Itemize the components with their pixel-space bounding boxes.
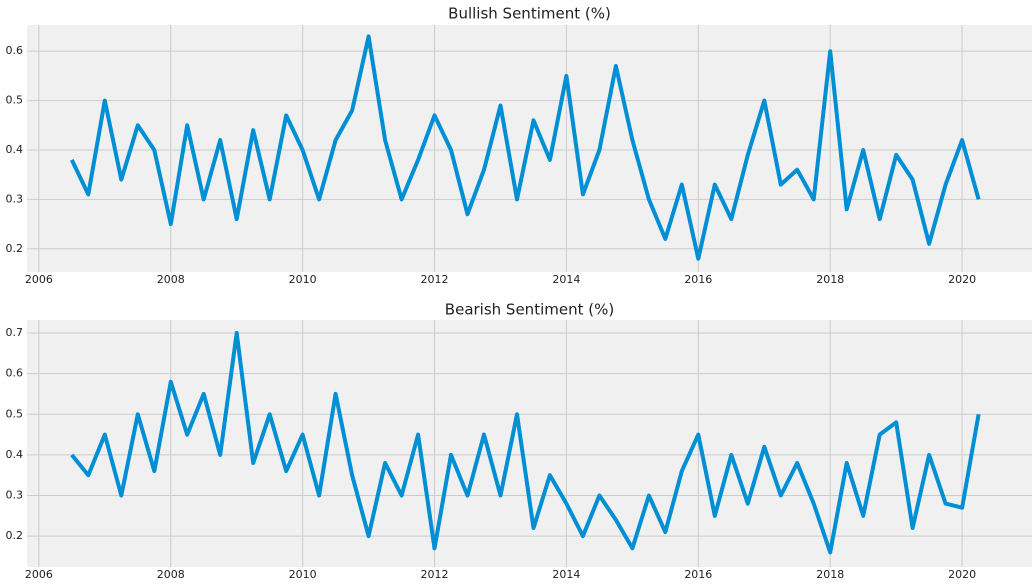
- x-tick-label: 2008: [157, 273, 185, 286]
- y-tick-label: 0.7: [6, 326, 24, 339]
- y-tick-label: 0.5: [6, 407, 24, 420]
- y-tick-label: 0.3: [6, 489, 24, 502]
- x-tick-label: 2020: [948, 273, 976, 286]
- chart-title: Bearish Sentiment (%): [445, 301, 614, 319]
- y-tick-label: 0.3: [6, 192, 24, 205]
- x-tick-label: 2014: [552, 273, 580, 286]
- x-tick-label: 2006: [25, 568, 53, 581]
- x-tick-label: 2018: [816, 273, 844, 286]
- x-tick-label: 2010: [289, 273, 317, 286]
- x-tick-label: 2008: [157, 568, 185, 581]
- x-tick-label: 2016: [684, 568, 712, 581]
- line: [69, 34, 981, 261]
- x-tick-label: 2010: [289, 568, 317, 581]
- chart-title: Bullish Sentiment (%): [448, 5, 611, 23]
- x-tick-label: 2020: [948, 568, 976, 581]
- x-tick-label: 2012: [421, 273, 449, 286]
- y-tick-label: 0.4: [6, 448, 24, 461]
- y-tick-label: 0.6: [6, 367, 24, 380]
- y-tick-label: 0.6: [6, 44, 24, 57]
- x-tick-label: 2014: [552, 568, 580, 581]
- line: [70, 331, 981, 555]
- y-tick-label: 0.2: [6, 529, 24, 542]
- x-tick-label: 2006: [25, 273, 53, 286]
- y-tick-label: 0.2: [6, 242, 24, 255]
- plot-area: [27, 320, 1032, 567]
- x-tick-label: 2018: [816, 568, 844, 581]
- y-tick-label: 0.4: [6, 143, 24, 156]
- x-tick-label: 2012: [421, 568, 449, 581]
- x-tick-label: 2016: [684, 273, 712, 286]
- y-tick-label: 0.5: [6, 94, 24, 107]
